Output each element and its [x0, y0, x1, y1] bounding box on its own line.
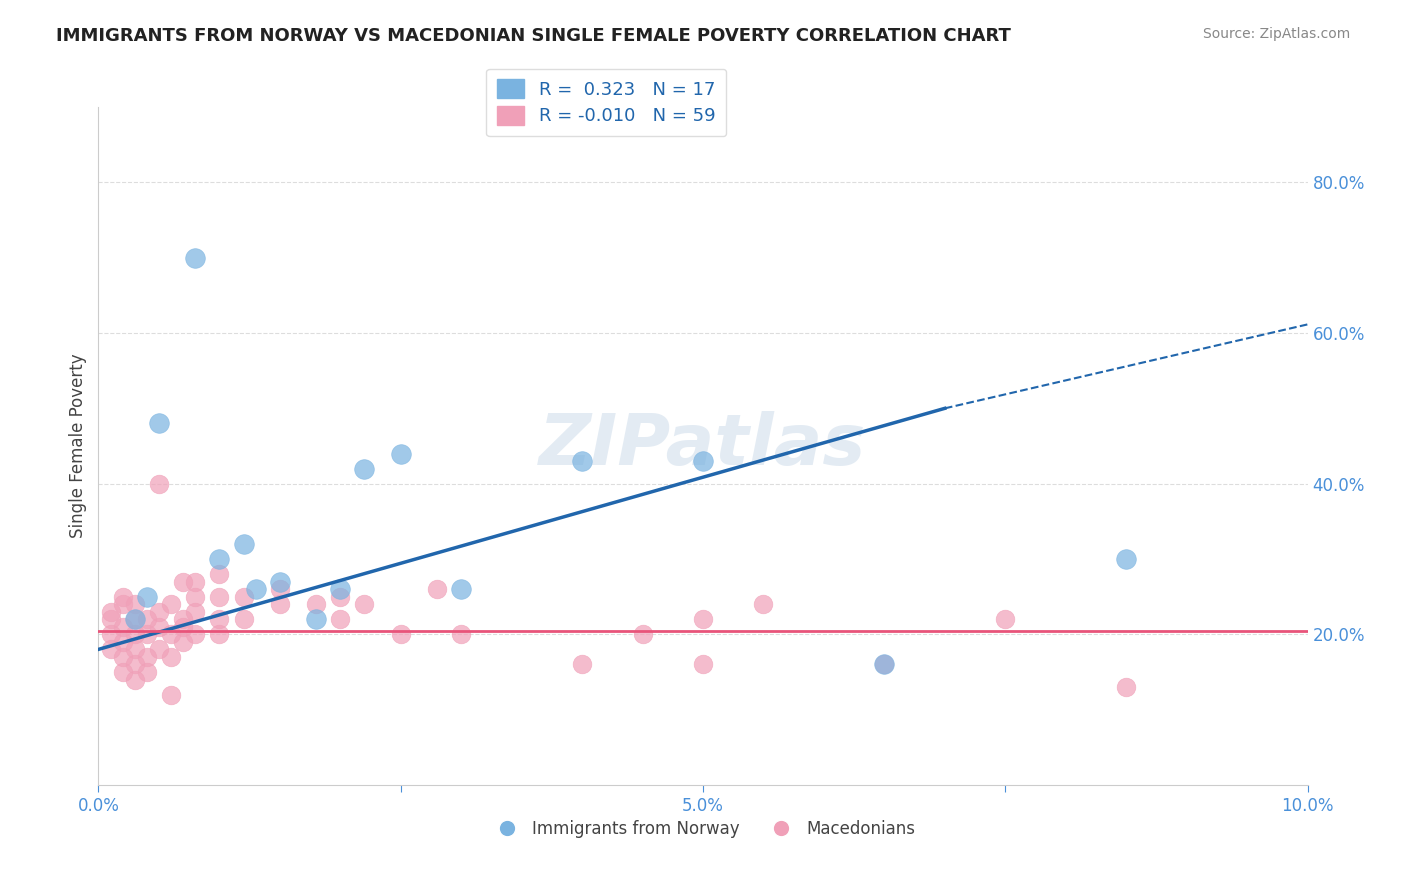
Point [111, 620, 134, 634]
Point [1115, 680, 1137, 694]
Point [148, 476, 170, 491]
Point [148, 605, 170, 619]
Point [184, 627, 207, 641]
Point [172, 620, 194, 634]
Point [172, 574, 194, 589]
Point [631, 627, 654, 641]
Point [305, 597, 328, 611]
Point [426, 582, 449, 596]
Point [269, 574, 291, 589]
Text: ZIPatlas: ZIPatlas [540, 411, 866, 481]
Point [135, 590, 157, 604]
Point [208, 552, 231, 566]
Point [208, 567, 231, 582]
Point [329, 612, 352, 626]
Point [389, 627, 412, 641]
Point [450, 582, 472, 596]
Point [172, 635, 194, 649]
Point [135, 612, 157, 626]
Text: Source: ZipAtlas.com: Source: ZipAtlas.com [1202, 27, 1350, 41]
Point [873, 657, 896, 672]
Point [305, 612, 328, 626]
Point [111, 649, 134, 664]
Point [450, 627, 472, 641]
Point [111, 597, 134, 611]
Point [232, 537, 254, 551]
Point [124, 657, 146, 672]
Point [1115, 552, 1137, 566]
Text: IMMIGRANTS FROM NORWAY VS MACEDONIAN SINGLE FEMALE POVERTY CORRELATION CHART: IMMIGRANTS FROM NORWAY VS MACEDONIAN SIN… [56, 27, 1011, 45]
Point [269, 597, 291, 611]
Point [100, 605, 122, 619]
Point [184, 574, 207, 589]
Point [571, 454, 593, 468]
Point [389, 446, 412, 460]
Point [160, 597, 183, 611]
Point [148, 642, 170, 657]
Point [111, 665, 134, 679]
Point [124, 642, 146, 657]
Point [184, 251, 207, 265]
Point [571, 657, 593, 672]
Point [160, 649, 183, 664]
Point [692, 657, 714, 672]
Point [100, 642, 122, 657]
Point [160, 627, 183, 641]
Point [208, 590, 231, 604]
Point [124, 612, 146, 626]
Point [353, 597, 375, 611]
Point [135, 627, 157, 641]
Point [353, 461, 375, 475]
Point [100, 627, 122, 641]
Point [124, 612, 146, 626]
Point [124, 597, 146, 611]
Point [148, 417, 170, 431]
Point [269, 582, 291, 596]
Point [208, 627, 231, 641]
Point [111, 635, 134, 649]
Point [232, 590, 254, 604]
Point [184, 605, 207, 619]
Point [111, 590, 134, 604]
Point [148, 620, 170, 634]
Point [329, 590, 352, 604]
Point [245, 582, 267, 596]
Point [135, 665, 157, 679]
Point [692, 612, 714, 626]
Legend: Immigrants from Norway, Macedonians: Immigrants from Norway, Macedonians [484, 814, 922, 845]
Point [752, 597, 775, 611]
Point [124, 673, 146, 687]
Point [135, 649, 157, 664]
Point [172, 612, 194, 626]
Point [160, 688, 183, 702]
Point [100, 612, 122, 626]
Y-axis label: Single Female Poverty: Single Female Poverty [69, 354, 87, 538]
Point [994, 612, 1017, 626]
Point [208, 612, 231, 626]
Point [873, 657, 896, 672]
Point [692, 454, 714, 468]
Point [124, 627, 146, 641]
Point [232, 612, 254, 626]
Point [184, 590, 207, 604]
Point [329, 582, 352, 596]
